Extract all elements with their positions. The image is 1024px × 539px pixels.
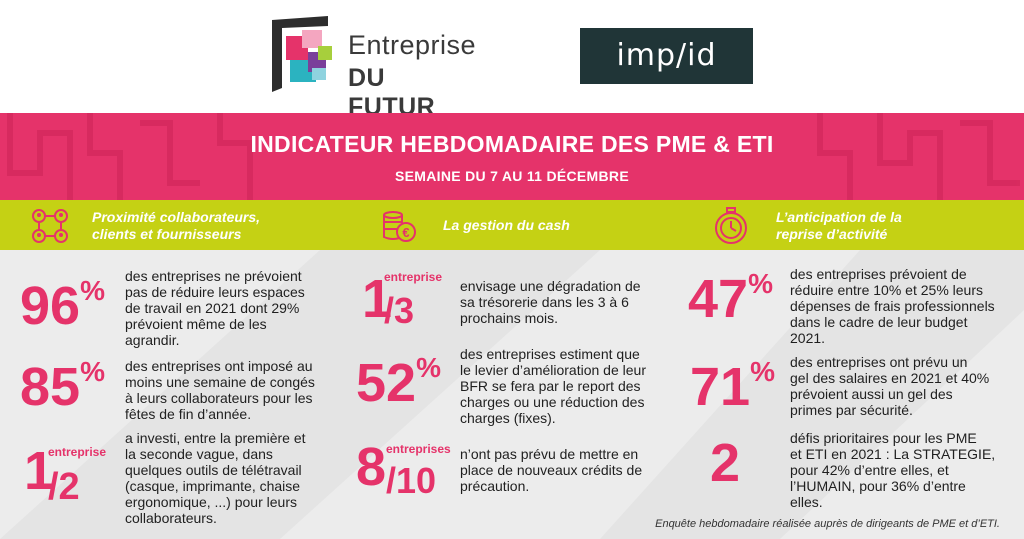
stat-96-value: 96%	[20, 275, 105, 336]
category-bar: Proximité collaborateurs, clients et fou…	[0, 200, 1024, 250]
header-logos: Entreprise DU FUTUR imp/id	[0, 0, 1024, 121]
stat-half-denominator: /2	[48, 466, 80, 508]
stat-47-value: 47%	[688, 268, 773, 329]
stat-half-value: 1	[24, 441, 55, 501]
stat-8-10-text: n’ont pas prévu de mettre en place de nou…	[460, 446, 643, 494]
stat-half-text: a investi, entre la première et la second…	[125, 430, 306, 526]
coins-euro-icon: €	[383, 211, 416, 242]
stat-52-value: 52%	[356, 352, 441, 413]
stat-85-text: des entreprises ont imposé au moins une s…	[125, 358, 315, 422]
entreprise-du-futur-logo: Entreprise DU FUTUR	[268, 14, 476, 121]
stat-71-value: 71%	[690, 356, 775, 417]
stat-8-10-denominator: /10	[386, 460, 437, 501]
edf-logo-line1: Entreprise	[348, 30, 477, 60]
stat-half-unit: entreprise	[48, 445, 107, 459]
svg-text:€: €	[402, 225, 409, 240]
stat-third-value: 1	[362, 269, 393, 329]
stopwatch-icon	[715, 207, 747, 244]
content-background-pattern	[0, 250, 1024, 539]
stat-47-text: des entreprises prévoient de réduire entr…	[790, 266, 995, 346]
stat-2-text: défis prioritaires pour les PME et ETI en…	[790, 430, 996, 510]
category-label-anticipation: L’anticipation de la reprise d’activité	[776, 209, 902, 242]
banner-pattern	[7, 113, 1020, 200]
page-title: INDICATEUR HEBDOMADAIRE DES PME & ETI	[250, 131, 774, 157]
network-people-icon	[32, 209, 68, 243]
stat-85-value: 85%	[20, 356, 105, 417]
stat-8-10-unit: entreprises	[386, 442, 451, 456]
edf-logo-mark-icon	[272, 16, 332, 92]
stat-2-value: 2	[710, 433, 741, 493]
stat-96-text: des entreprises ne prévoient pas de rédui…	[125, 268, 305, 348]
stat-52-text: des entreprises estiment que le levier d’…	[460, 346, 646, 426]
title-banner: INDICATEUR HEBDOMADAIRE DES PME & ETI SE…	[0, 113, 1024, 200]
category-label-cash: La gestion du cash	[443, 217, 570, 233]
footnote: Enquête hebdomadaire réalisée auprès de …	[655, 518, 1000, 530]
category-label-proximity: Proximité collaborateurs, clients et fou…	[92, 209, 261, 242]
stat-third-denominator: /3	[384, 290, 415, 331]
stat-8-10-value: 8	[356, 437, 387, 497]
implid-logo: imp/id	[580, 28, 753, 84]
stats-area	[0, 250, 1024, 539]
stat-third-unit: entreprise	[384, 270, 443, 284]
stat-71-text: des entreprises ont prévu un gel des sala…	[790, 354, 990, 418]
stat-third-text: envisage une dégradation de sa trésorerie…	[460, 278, 641, 326]
page-subtitle: SEMAINE DU 7 AU 11 DÉCEMBRE	[395, 168, 629, 184]
